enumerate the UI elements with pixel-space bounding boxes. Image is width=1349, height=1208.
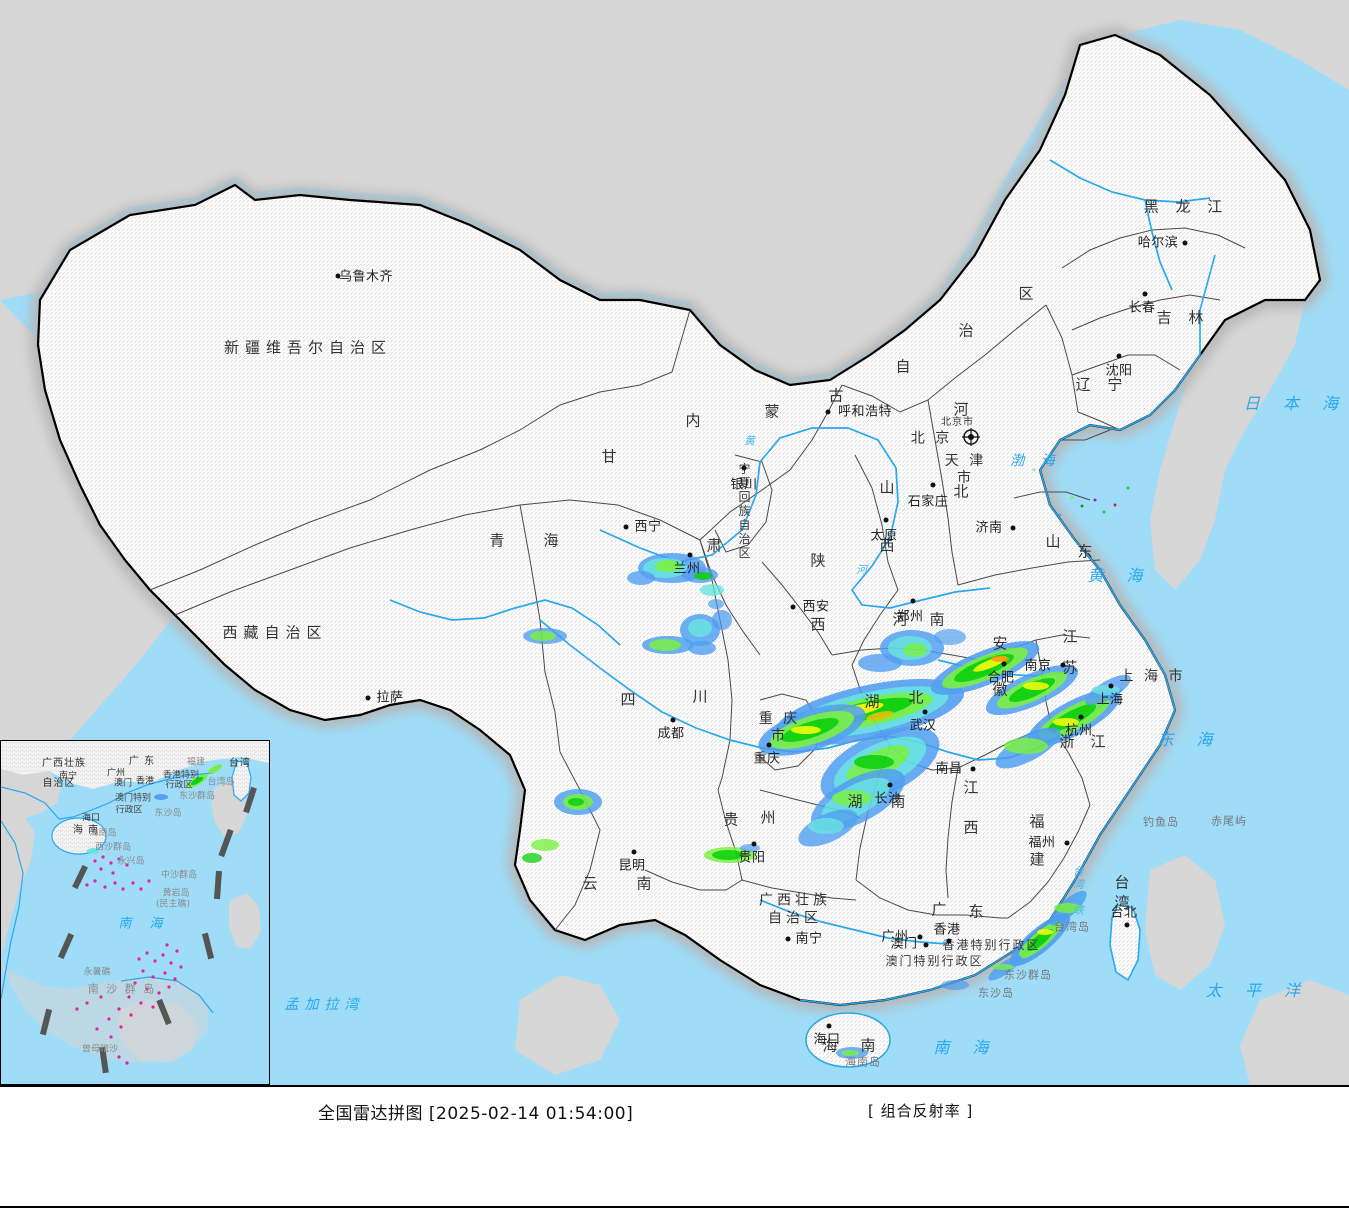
taiwan-island: [1109, 904, 1141, 982]
city-marker-dot: [826, 1023, 832, 1029]
city-marker-dot: [970, 766, 976, 772]
city-marker-dot: [1010, 525, 1016, 531]
city-marker-dot: [1060, 662, 1066, 668]
echo-taiwan-strait: [941, 890, 1087, 990]
echo-noise: [1032, 468, 1130, 517]
echo-gansu: [627, 553, 724, 609]
capital-marker-beijing: [962, 428, 980, 446]
city-marker-dot: [883, 517, 889, 523]
echo-anhui-jiangsu: [930, 641, 1079, 716]
city-marker-dot: [1078, 714, 1084, 720]
radar-echo-layer: [522, 468, 1131, 1059]
city-marker-dot: [1064, 840, 1070, 846]
map-panel[interactable]: 新疆维吾尔自治区 西藏自治区青海甘肃内蒙古自治区黑 龙 江吉 林辽 宁河北山西山东…: [0, 0, 1349, 1085]
city-marker-dot: [631, 849, 637, 855]
city-marker-dot: [923, 942, 929, 948]
city-marker-dot: [1124, 922, 1130, 928]
legend-bar: 全国雷达拼图 [2025-02-14 01:54:00] [ 组合反射率 ] 5…: [0, 1085, 1349, 1208]
product-type-label: [ 组合反射率 ]: [868, 1102, 974, 1120]
echo-hainan: [836, 1047, 868, 1059]
city-marker-dot: [670, 717, 676, 723]
reef-marks: [75, 855, 183, 1065]
title-row: 全国雷达拼图 [2025-02-14 01:54:00] [ 组合反射率 ]: [0, 1099, 1349, 1124]
city-marker-dot: [766, 742, 772, 748]
city-marker-dot: [887, 782, 893, 788]
city-marker-dot: [1116, 353, 1122, 359]
city-marker-dot: [687, 552, 693, 558]
city-marker-dot: [1001, 661, 1007, 667]
city-marker-dot: [751, 841, 757, 847]
hainan-island: [805, 1012, 891, 1068]
city-marker-dot: [1108, 683, 1114, 689]
city-marker-dot: [1182, 240, 1188, 246]
page-title: 全国雷达拼图 [2025-02-14 01:54:00]: [318, 1104, 634, 1124]
city-marker-dot: [917, 934, 923, 940]
echo-sichuan-north: [523, 610, 732, 655]
city-marker-dot: [790, 604, 796, 610]
city-marker-dot: [930, 482, 936, 488]
city-marker-dot: [825, 409, 831, 415]
echo-zhejiang: [995, 674, 1131, 769]
city-marker-dot: [741, 465, 747, 471]
echo-henan: [858, 629, 966, 672]
city-marker-dot: [910, 598, 916, 604]
echo-main-band: [758, 678, 965, 847]
city-marker-dot: [365, 695, 371, 701]
china-radar-map: [0, 0, 1349, 1085]
city-marker-dot: [785, 936, 791, 942]
city-marker-dot: [335, 273, 341, 279]
south-china-sea-inset[interactable]: 广西壮族 自治区广 东福建 台湾 南宁 广州 澳门 香港 香港特别 行政区 台湾岛 澳门特别 行政区东…: [0, 740, 270, 1085]
city-marker-dot: [946, 938, 952, 944]
city-marker-dot: [922, 709, 928, 715]
city-marker-dot: [1142, 291, 1148, 297]
nine-dash-line: [39, 786, 257, 1074]
city-marker-dot: [623, 524, 629, 530]
echo-yunnan: [522, 789, 602, 863]
inset-map-svg: [1, 741, 269, 1084]
